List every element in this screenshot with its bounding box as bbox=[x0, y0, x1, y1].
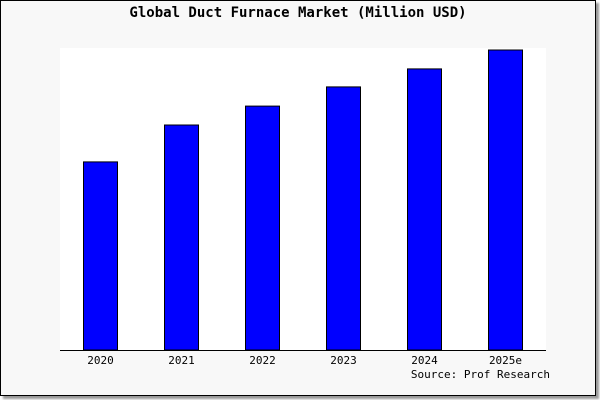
x-tick-label: 2024 bbox=[411, 354, 438, 367]
bar-2022 bbox=[245, 105, 280, 351]
plot-area bbox=[60, 48, 546, 350]
x-tick-label: 2021 bbox=[168, 354, 195, 367]
x-tick-label: 2022 bbox=[249, 354, 276, 367]
bar-2023 bbox=[326, 86, 361, 351]
chart-title: Global Duct Furnace Market (Million USD) bbox=[129, 5, 467, 21]
x-tick-label: 2025e bbox=[489, 354, 522, 367]
bar-2024 bbox=[407, 68, 442, 351]
x-tick-label: 2023 bbox=[330, 354, 357, 367]
source-note: Source: Prof Research bbox=[410, 368, 550, 381]
bar-2021 bbox=[164, 124, 199, 351]
bar-2025e bbox=[488, 49, 523, 351]
x-tick-label: 2020 bbox=[87, 354, 114, 367]
bar-2020 bbox=[83, 161, 118, 351]
